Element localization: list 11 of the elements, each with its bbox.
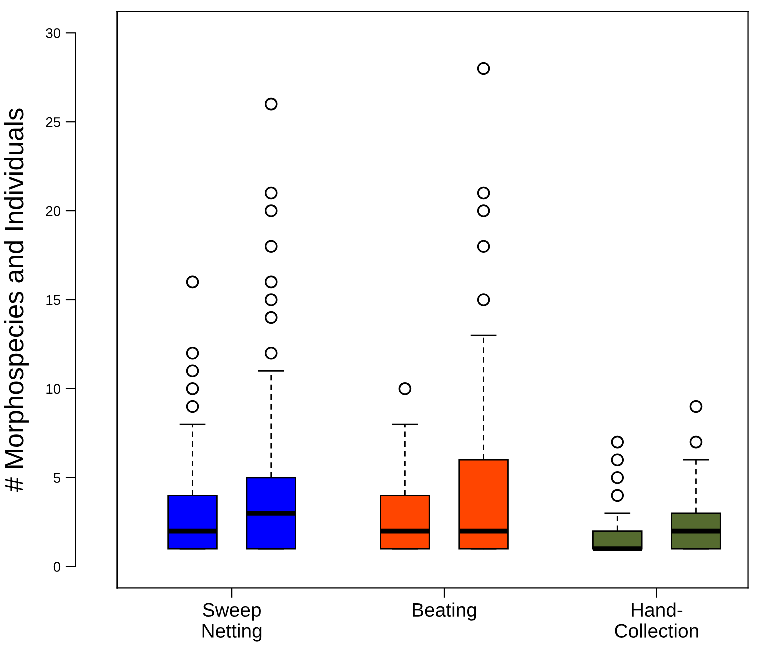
y-tick-label: 20 [46,206,61,216]
x-tick-label: Beating [413,602,476,621]
y-tick-label: 5 [54,473,61,484]
y-tick-label: 0 [54,562,61,572]
y-tick-label: 25 [46,117,61,128]
x-tick-label: Sweep Netting [202,603,262,642]
x-tick-label: Hand- Collection [615,602,698,638]
y-tick-label: 10 [46,384,61,394]
y-tick-label: 15 [46,295,61,306]
y-tick-label: 30 [46,28,61,38]
y-axis-title: # Morphospecies and Individuals [4,108,29,492]
